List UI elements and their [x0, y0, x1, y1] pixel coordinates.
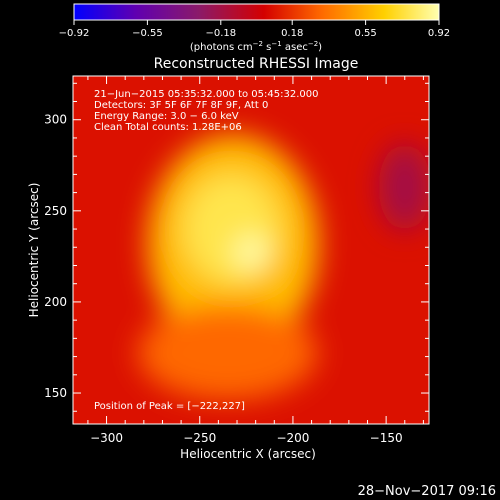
y-axis-label: Heliocentric Y (arcsec) — [27, 183, 41, 318]
y-tick-label: 300 — [44, 113, 67, 127]
annotation-line: Detectors: 3F 5F 6F 7F 8F 9F, Att 0 — [94, 100, 268, 111]
intensity-peak — [243, 244, 260, 261]
colorbar-ticks — [73, 20, 440, 25]
footer-timestamp: 28−Nov−2017 09:16 — [358, 484, 496, 499]
colorbar-tick-label: −0.55 — [132, 28, 163, 39]
x-tick-label: −250 — [183, 431, 216, 445]
intensity-region — [378, 143, 429, 231]
colorbar-tick-labels: −0.92 −0.55 −0.18 0.18 0.55 0.92 — [59, 28, 450, 39]
x-axis-ticks — [87, 76, 424, 424]
colorbar-tick-label: 0.55 — [354, 28, 376, 39]
annotation-line: Energy Range: 3.0 − 6.0 keV — [94, 111, 239, 122]
y-axis-ticks — [73, 82, 429, 412]
colorbar-tick-label: 0.92 — [428, 28, 450, 39]
x-tick-label: −150 — [370, 431, 403, 445]
colorbar-tick-label: −0.18 — [205, 28, 236, 39]
colorbar — [73, 3, 440, 21]
annotation-line: 21−Jun−2015 05:35:32.000 to 05:45:32.000 — [94, 89, 319, 100]
x-axis-tick-labels: −300 −250 −200 −150 — [90, 431, 403, 445]
y-axis-tick-labels: 150 200 250 300 — [44, 113, 67, 400]
intensity-region — [182, 174, 280, 284]
y-tick-label: 200 — [44, 295, 67, 309]
heatmap-image — [73, 76, 429, 424]
plot-frame — [72, 75, 430, 425]
x-tick-label: −200 — [276, 431, 309, 445]
chart-title: Reconstructed RHESSI Image — [154, 56, 359, 72]
annotations: 21−Jun−2015 05:35:32.000 to 05:45:32.000… — [94, 89, 319, 133]
colorbar-tick-label: −0.92 — [59, 28, 90, 39]
colorbar-tick-label: 0.18 — [281, 28, 303, 39]
annotation-line: Clean Total counts: 1.28E+06 — [94, 122, 242, 133]
x-tick-label: −300 — [90, 431, 123, 445]
peak-position-label: Position of Peak = [−222,227] — [94, 401, 245, 412]
colorbar-unit-label: (photons cm−2 s−1 asec−2) — [190, 40, 322, 53]
x-axis-label: Heliocentric X (arcsec) — [180, 447, 316, 461]
y-tick-label: 150 — [44, 386, 67, 400]
intensity-region — [138, 305, 318, 401]
y-tick-label: 250 — [44, 204, 67, 218]
